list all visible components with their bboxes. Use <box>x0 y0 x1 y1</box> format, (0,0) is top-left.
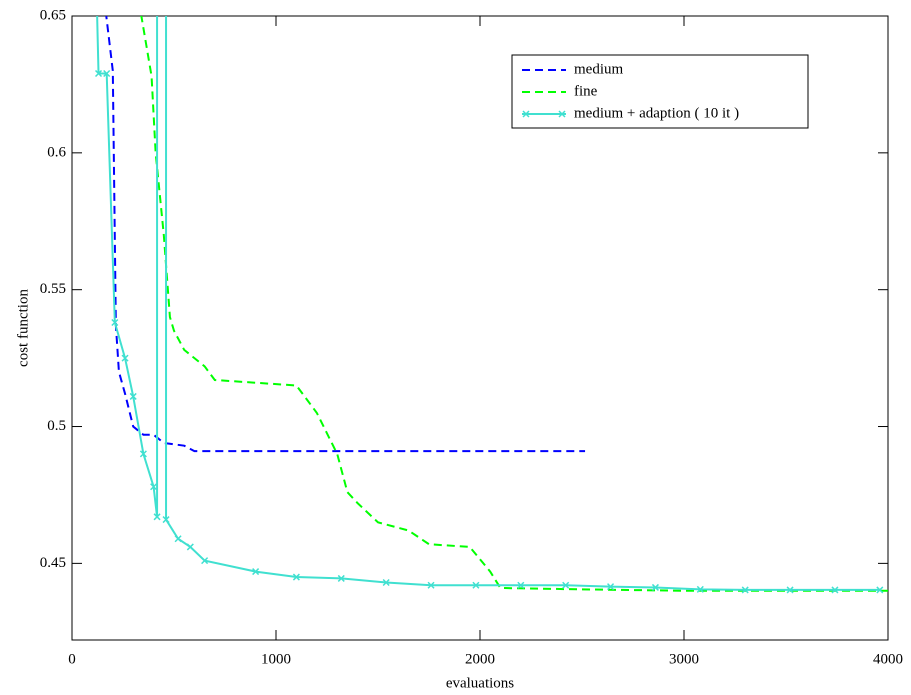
point-marker <box>139 450 147 458</box>
point-marker <box>607 583 615 591</box>
y-tick-label: 0.45 <box>40 555 66 571</box>
x-axis-label: evaluations <box>446 675 514 691</box>
y-axis-label: cost function <box>15 289 31 367</box>
x-tick-label: 0 <box>68 651 76 667</box>
y-tick-label: 0.65 <box>40 7 66 23</box>
legend-label: fine <box>574 83 598 99</box>
x-tick-label: 3000 <box>669 651 699 667</box>
point-marker <box>741 586 749 594</box>
point-marker <box>186 543 194 551</box>
series-line <box>96 16 880 591</box>
point-marker <box>696 585 704 593</box>
legend-marker <box>522 110 530 118</box>
series-line <box>140 16 888 592</box>
point-marker <box>103 69 111 78</box>
y-tick-label: 0.55 <box>40 281 66 297</box>
x-tick-label: 4000 <box>873 651 903 667</box>
legend-label: medium <box>574 61 623 77</box>
point-marker <box>337 574 345 582</box>
point-marker <box>472 581 480 589</box>
point-marker <box>111 318 119 327</box>
point-marker <box>292 573 300 581</box>
point-marker <box>150 483 158 491</box>
point-marker <box>786 586 794 594</box>
y-tick-label: 0.6 <box>47 144 66 160</box>
point-marker <box>162 516 170 524</box>
point-marker <box>174 535 182 543</box>
x-tick-label: 2000 <box>465 651 495 667</box>
legend-marker <box>558 110 566 118</box>
point-marker <box>94 69 103 78</box>
point-marker <box>427 581 435 589</box>
point-marker <box>252 568 260 576</box>
legend-label: medium + adaption ( 10 it ) <box>574 105 739 121</box>
y-tick-label: 0.5 <box>47 418 66 434</box>
plot-area <box>94 16 888 594</box>
point-marker <box>876 586 884 594</box>
point-marker <box>153 513 161 521</box>
point-marker <box>517 581 525 589</box>
point-marker <box>129 392 137 400</box>
point-marker <box>121 354 129 362</box>
point-marker <box>562 581 570 589</box>
point-marker <box>382 578 390 587</box>
point-marker <box>201 557 209 565</box>
point-marker <box>651 583 659 591</box>
point-marker <box>831 586 839 594</box>
x-tick-label: 1000 <box>261 651 291 667</box>
